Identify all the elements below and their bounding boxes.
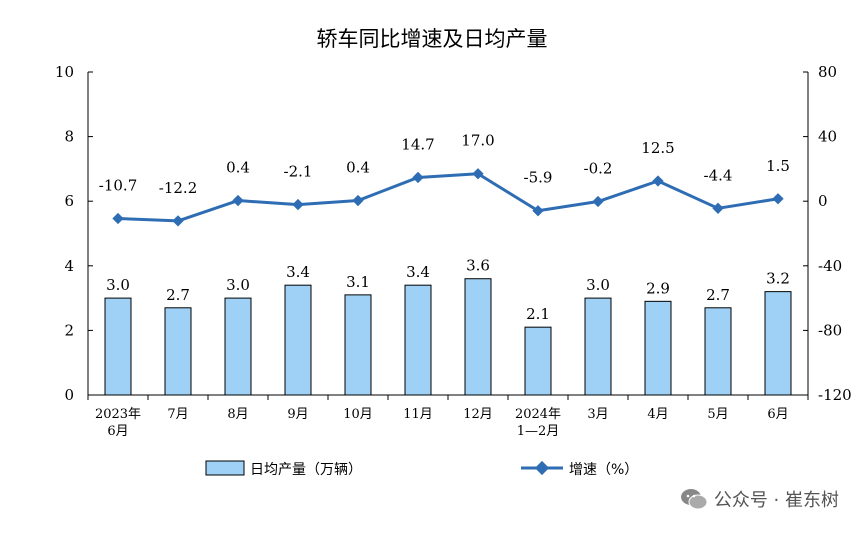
chart-title: 轿车同比增速及日均产量 <box>317 27 548 51</box>
line-data-label: 14.7 <box>401 135 434 153</box>
y-left-tick-label: 10 <box>55 63 74 81</box>
bar <box>104 297 132 396</box>
bar-series: 3.0 2.7 3.0 3.4 3.1 3.4 3.6 2.1 3.0 2.9 2.7 3.2 <box>104 257 792 396</box>
x-tick-label: 6月 <box>767 407 788 422</box>
wechat-icon <box>680 489 708 510</box>
legend-label-bars: 日均产量（万辆） <box>250 462 362 478</box>
bar-data-label: 3.4 <box>286 263 310 281</box>
y-right-tick-label: 80 <box>818 63 837 81</box>
line-point <box>772 193 784 205</box>
line-point <box>232 194 244 207</box>
y-right-tick-label: -120 <box>818 386 852 404</box>
x-tick-label: 1—2月 <box>517 424 560 439</box>
bar-data-label: 2.7 <box>706 286 730 304</box>
line-data-label: -5.9 <box>524 169 553 187</box>
line-point <box>292 198 304 211</box>
bar-data-label: 3.2 <box>766 270 790 288</box>
watermark: 公众号 · 崔东树 <box>680 486 839 512</box>
axes: 0 2 4 6 8 10 -120 -80 -40 0 40 80 <box>55 63 852 404</box>
x-tick-label: 5月 <box>707 407 728 422</box>
bar <box>764 291 792 396</box>
x-tick-label: 10月 <box>343 407 373 422</box>
bar <box>404 284 432 396</box>
line-data-label: -12.2 <box>159 179 197 197</box>
x-tick-label: 3月 <box>587 407 608 422</box>
bar-data-label: 3.1 <box>346 273 370 291</box>
line-point <box>652 175 664 187</box>
bar <box>284 284 312 396</box>
x-tick-label: 8月 <box>227 407 248 422</box>
bar <box>524 326 552 396</box>
bar-data-label: 2.1 <box>526 305 550 323</box>
line-point <box>712 202 724 214</box>
watermark-text: 公众号 · 崔东树 <box>713 490 839 511</box>
x-tick-label: 6月 <box>107 424 128 439</box>
line-point <box>532 205 544 217</box>
bar <box>224 297 252 396</box>
bar <box>644 300 672 396</box>
bar-data-label: 3.0 <box>226 276 250 294</box>
bar-data-label: 3.0 <box>586 276 610 294</box>
y-right-tick-label: 0 <box>818 192 828 210</box>
bar <box>344 294 372 396</box>
line-data-label: 0.4 <box>346 159 370 177</box>
bar <box>164 307 192 396</box>
line-point <box>112 212 124 225</box>
bar-data-label: 2.9 <box>646 279 670 297</box>
y-left-tick-label: 6 <box>64 192 74 210</box>
bar-data-label: 3.4 <box>406 263 430 281</box>
line-data-label: 12.5 <box>641 139 674 157</box>
legend-marker-line <box>534 460 550 476</box>
line-point <box>472 168 484 180</box>
x-tick-label: 2024年 <box>515 407 561 422</box>
line-point <box>412 171 424 184</box>
bar <box>584 297 612 396</box>
x-tick-label: 7月 <box>167 407 188 422</box>
line-data-label: -2.1 <box>284 163 313 181</box>
legend: 日均产量（万辆） 增速（%） <box>205 460 638 478</box>
growth-line <box>117 172 779 223</box>
y-left-tick-label: 0 <box>64 386 74 404</box>
legend-label-line: 增速（%） <box>569 462 638 478</box>
line-point <box>592 195 604 208</box>
line-data-label: 0.4 <box>226 159 250 177</box>
bar <box>464 278 492 396</box>
line-data-label: -10.7 <box>99 176 137 194</box>
line-data-label: 1.5 <box>766 157 790 175</box>
line-data-label: -4.4 <box>704 166 733 184</box>
x-tick-label: 9月 <box>287 407 308 422</box>
line-point <box>352 194 364 207</box>
line-data-label: 17.0 <box>461 132 494 150</box>
bar-data-label: 3.6 <box>466 257 490 275</box>
y-right-tick-label: 40 <box>818 128 837 146</box>
y-right-tick-label: -80 <box>818 321 842 339</box>
bar <box>704 307 732 396</box>
x-tick-label: 2023年 <box>95 407 141 422</box>
y-right-tick-label: -40 <box>818 257 842 275</box>
line-point <box>172 215 184 227</box>
x-axis-labels: 2023年 6月 7月 8月 9月 10月 11月 12月 2024年 1—2月 3月 4月 5月 6月 <box>95 407 789 439</box>
y-left-tick-label: 8 <box>64 128 74 146</box>
legend-swatch-bars <box>205 460 245 476</box>
x-tick-label: 12月 <box>463 407 493 422</box>
line-series: -10.7 -12.2 0.4 -2.1 0.4 14.7 17.0 -5.9 -0.2 12.5… <box>99 132 790 227</box>
bar-data-label: 3.0 <box>106 276 130 294</box>
y-left-tick-label: 4 <box>64 257 74 275</box>
line-data-label: -0.2 <box>584 160 613 178</box>
bar-data-label: 2.7 <box>166 286 190 304</box>
y-left-tick-label: 2 <box>64 321 74 339</box>
x-tick-label: 11月 <box>403 407 433 422</box>
x-tick-label: 4月 <box>647 407 668 422</box>
